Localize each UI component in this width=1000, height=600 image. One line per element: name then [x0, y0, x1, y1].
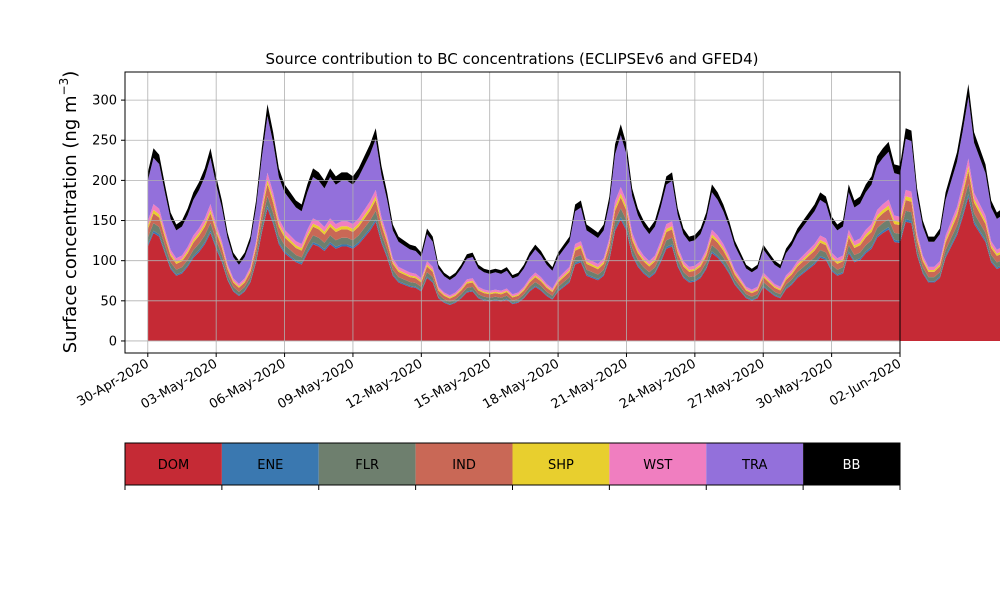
legend-swatch-dom — [125, 443, 222, 485]
area-dom — [147, 197, 1000, 341]
legend-swatch-shp — [512, 443, 610, 485]
y-tick-label: 100 — [92, 254, 117, 269]
x-tick-label: 21-May-2020 — [549, 356, 631, 412]
y-tick-label: 150 — [92, 214, 117, 229]
y-axis-label: Surface concentration (ng m−3) — [57, 71, 81, 354]
area-ind — [147, 170, 1000, 302]
legend-label-flr: FLR — [355, 458, 379, 473]
x-tick-label: 02-Jun-2020 — [827, 356, 904, 409]
stacked-areas — [147, 84, 1000, 341]
y-tick-label: 0 — [109, 334, 117, 349]
legend-label-ene: ENE — [257, 458, 283, 473]
legend-label-shp: SHP — [548, 458, 574, 473]
legend-swatch-wst — [609, 443, 707, 485]
plot-frame — [124, 71, 901, 354]
legend-label-dom: DOM — [158, 458, 189, 473]
legend-label-tra: TRA — [741, 458, 767, 473]
x-tick-label: 12-May-2020 — [344, 356, 426, 412]
chart-title: Source contribution to BC concentrations… — [265, 50, 758, 68]
legend-swatch-ind — [415, 443, 513, 485]
x-tick-label: 27-May-2020 — [686, 356, 768, 412]
y-tick-label: 50 — [100, 294, 117, 309]
legend-swatch-ene — [221, 443, 319, 485]
y-tick-label: 200 — [92, 174, 117, 189]
x-tick-label: 09-May-2020 — [275, 356, 357, 412]
area-flr — [147, 183, 1000, 305]
legend-label-bb: BB — [843, 458, 861, 473]
grid-lines — [125, 72, 901, 353]
area-tra — [147, 96, 1000, 296]
legend-swatch-flr — [318, 443, 416, 485]
y-tick-label: 300 — [92, 94, 117, 109]
legend-swatch-bb — [803, 443, 900, 485]
legend-label-ind: IND — [452, 458, 476, 473]
x-tick-label: 15-May-2020 — [412, 356, 494, 412]
legend-label-wst: WST — [643, 458, 672, 473]
x-tick-label: 06-May-2020 — [207, 356, 289, 412]
y-tick-label: 250 — [92, 134, 117, 149]
x-tick-label: 18-May-2020 — [480, 356, 562, 412]
x-tick-label: 03-May-2020 — [138, 356, 220, 412]
x-tick-label: 24-May-2020 — [617, 356, 699, 412]
legend-swatch-tra — [706, 443, 804, 485]
x-tick-label: 30-May-2020 — [754, 356, 836, 412]
legend-colorbar: DOM ENE FLR IND SHP WST TRA BB — [124, 442, 901, 490]
